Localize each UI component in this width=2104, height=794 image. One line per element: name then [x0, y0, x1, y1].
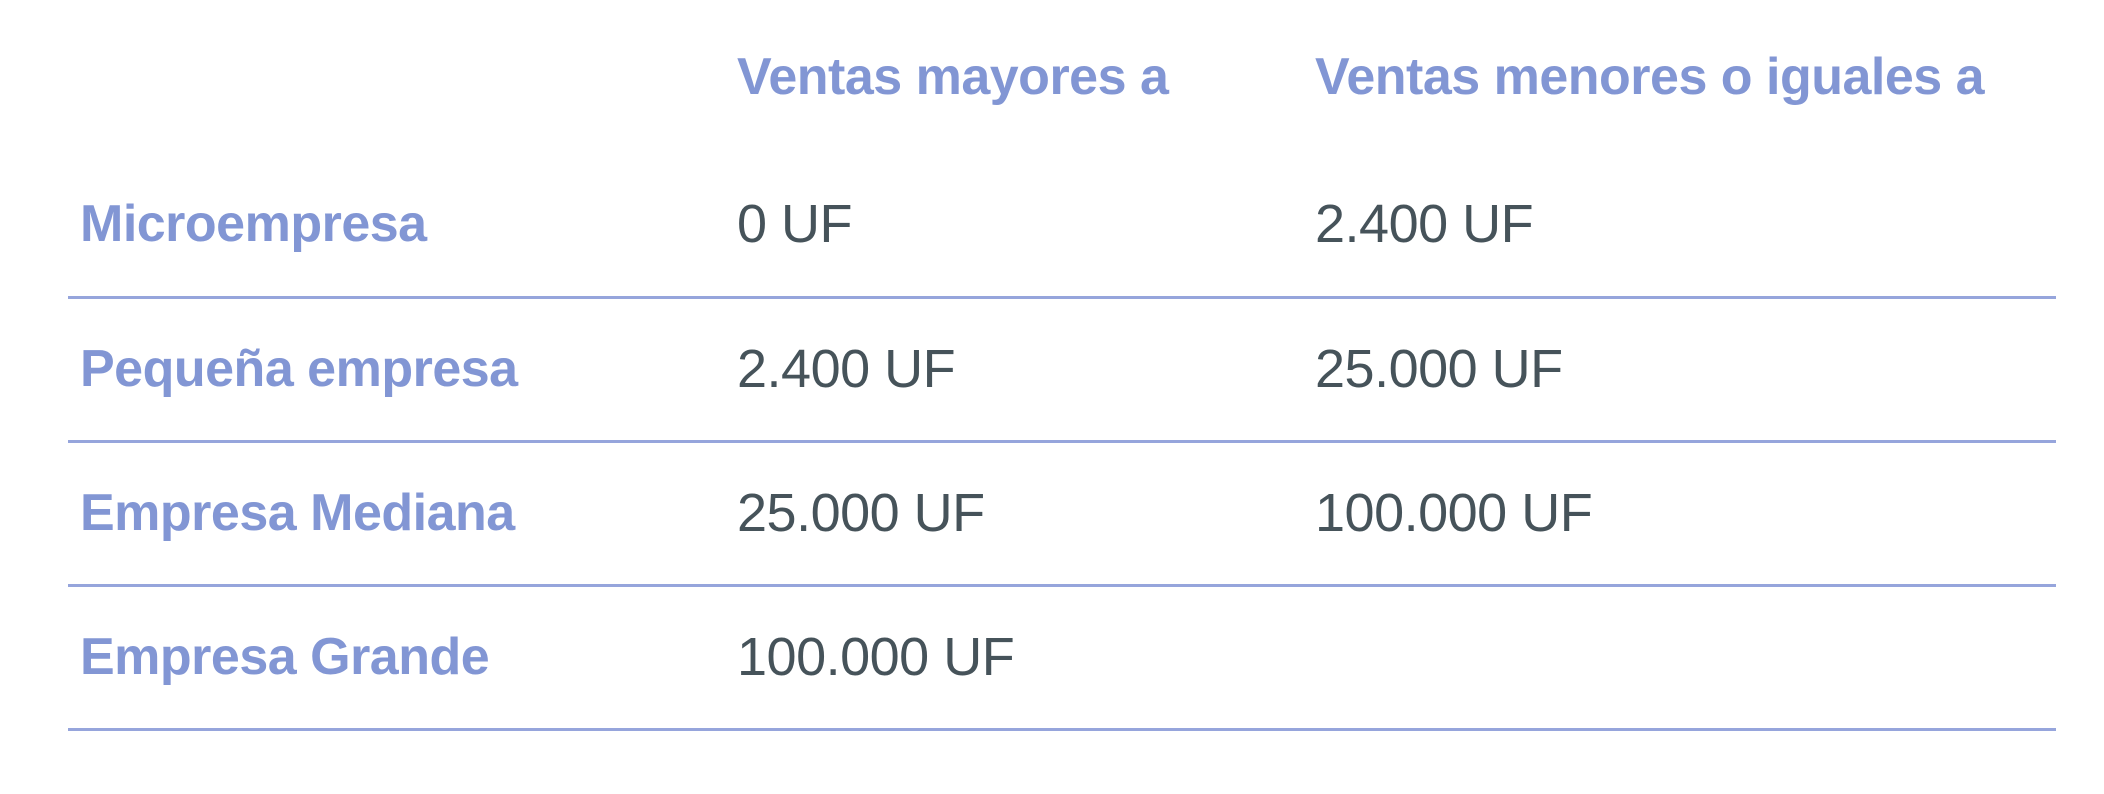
- ventas-mayores-value: 2.400 UF: [737, 339, 956, 399]
- table-row-microempresa: Microempresa 0 UF 2.400 UF: [68, 153, 2056, 297]
- table-header-row: Ventas mayores a Ventas menores o iguale…: [68, 0, 2056, 153]
- table-row-empresa-mediana: Empresa Mediana 25.000 UF 100.000 UF: [68, 441, 2056, 585]
- company-size-classification-table: Ventas mayores a Ventas menores o iguale…: [68, 0, 2056, 731]
- ventas-menores-value: 2.400 UF: [1315, 194, 1534, 255]
- table-header: Ventas mayores a Ventas menores o iguale…: [68, 0, 2056, 153]
- ventas-mayores-value: 0 UF: [737, 194, 853, 255]
- ventas-menores-value: 25.000 UF: [1315, 339, 1563, 399]
- header-corner-cell: [68, 0, 737, 153]
- row-label: Pequeña empresa: [80, 340, 518, 398]
- table-row-empresa-grande: Empresa Grande 100.000 UF: [68, 585, 2056, 729]
- row-label: Microempresa: [80, 195, 427, 254]
- ventas-mayores-value: 100.000 UF: [737, 627, 1015, 687]
- table-body: Microempresa 0 UF 2.400 UF Pequeña empre…: [68, 153, 2056, 729]
- row-label: Empresa Grande: [80, 628, 490, 686]
- row-label: Empresa Mediana: [80, 484, 515, 542]
- header-ventas-mayores: Ventas mayores a: [737, 47, 1169, 106]
- ventas-menores-value: 100.000 UF: [1315, 483, 1593, 543]
- table-row-pequena-empresa: Pequeña empresa 2.400 UF 25.000 UF: [68, 297, 2056, 441]
- ventas-mayores-value: 25.000 UF: [737, 483, 985, 543]
- header-ventas-menores-o-iguales: Ventas menores o iguales a: [1315, 47, 1985, 106]
- ventas-menores-value: [1315, 585, 2056, 729]
